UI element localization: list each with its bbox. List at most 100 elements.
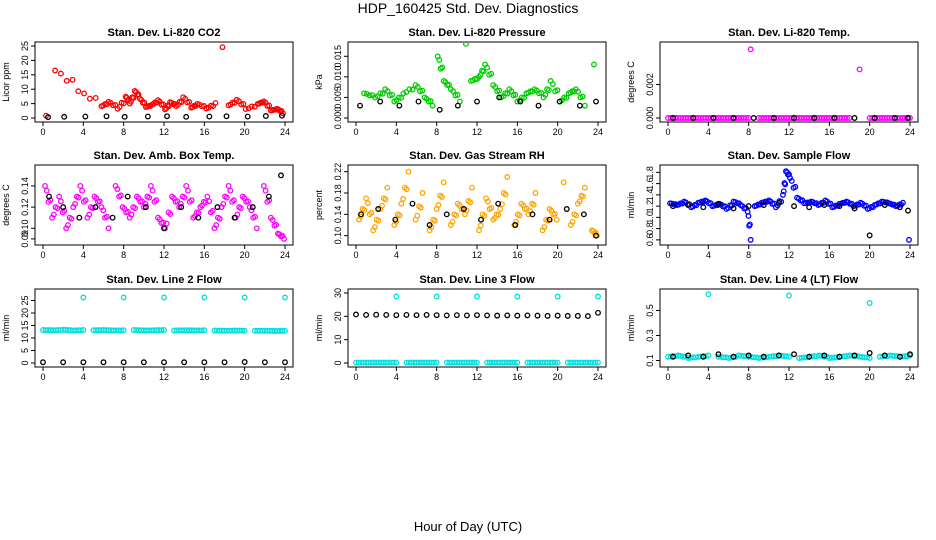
data-point — [109, 214, 116, 221]
data-point — [484, 312, 491, 319]
data-point — [124, 193, 131, 200]
data-point — [733, 353, 740, 360]
y-tick-label: 0.000 — [333, 107, 343, 130]
data-point — [141, 99, 148, 106]
data-point — [881, 352, 888, 359]
x-tick-label: 0 — [40, 372, 45, 382]
data-point — [448, 359, 455, 366]
data-point — [730, 353, 737, 360]
data-point — [89, 205, 96, 212]
data-point — [685, 352, 692, 359]
x-tick-label: 4 — [394, 372, 399, 382]
data-point — [56, 193, 63, 200]
data-point — [509, 359, 516, 366]
data-point — [450, 88, 457, 95]
data-point — [261, 359, 268, 366]
data-point — [103, 113, 110, 120]
data-point — [244, 113, 251, 120]
data-point — [535, 102, 542, 109]
data-point — [780, 191, 786, 198]
data-point — [230, 197, 237, 204]
data-point — [279, 112, 285, 119]
data-point — [864, 354, 871, 361]
data-point — [581, 102, 588, 109]
data-point — [670, 115, 676, 121]
data-point — [545, 87, 552, 93]
data-point — [80, 359, 87, 366]
y-tick-label: 0.22 — [333, 163, 343, 181]
data-point — [368, 359, 375, 366]
data-point — [403, 89, 410, 96]
data-point — [791, 351, 797, 358]
data-point — [670, 203, 676, 210]
data-point — [266, 197, 273, 204]
data-point — [195, 214, 202, 221]
data-series — [670, 350, 913, 360]
data-point — [730, 115, 737, 121]
data-point — [881, 202, 888, 208]
data-point — [156, 327, 162, 334]
data-point — [75, 194, 82, 201]
data-point — [178, 204, 185, 211]
data-point — [836, 203, 843, 210]
data-point — [248, 103, 255, 110]
y-tick-label: 0.000 — [645, 107, 655, 130]
y-axis-label: ml/min — [626, 315, 636, 342]
data-point — [413, 312, 420, 319]
chart-panel: Stan. Dev. Line 2 Flow ml/min 0 4 8 12 16 20 24 0… — [1, 274, 294, 382]
data-series — [45, 112, 285, 121]
data-point — [75, 327, 82, 334]
y-tick-label: 0.14 — [333, 206, 343, 224]
data-point — [77, 182, 84, 189]
data-point — [478, 216, 484, 223]
panel-title: Stan. Dev. Gas Stream RH — [409, 150, 545, 162]
data-point — [383, 311, 390, 318]
data-point — [564, 312, 571, 319]
data-point — [480, 68, 487, 75]
y-tick-label: 0.3 — [645, 329, 655, 342]
data-point — [373, 311, 380, 318]
data-point — [576, 102, 583, 109]
data-point — [265, 193, 272, 200]
x-tick-label: 16 — [824, 127, 834, 137]
data-point — [206, 198, 213, 205]
x-tick-label: 4 — [81, 127, 86, 137]
data-point — [440, 179, 447, 186]
data-point — [495, 200, 502, 207]
y-tick-label: 10 — [20, 84, 30, 94]
y-tick-label: 0.10 — [333, 227, 343, 245]
data-point — [186, 327, 193, 334]
data-point — [198, 327, 205, 334]
data-point — [417, 204, 424, 211]
y-tick-label: 25 — [20, 41, 30, 51]
x-tick-label: 8 — [434, 127, 439, 137]
data-point — [393, 293, 400, 300]
x-tick-label: 8 — [121, 250, 126, 260]
data-point — [86, 95, 93, 102]
data-point — [788, 178, 795, 184]
data-point — [142, 204, 149, 211]
data-point — [366, 92, 373, 99]
data-point — [760, 202, 767, 208]
x-tick-label: 0 — [665, 127, 670, 137]
data-point — [591, 61, 597, 68]
data-point — [358, 211, 364, 218]
data-point — [476, 227, 482, 234]
data-point — [282, 294, 288, 301]
data-point — [592, 359, 599, 366]
data-point — [792, 183, 799, 190]
data-point — [439, 64, 446, 71]
data-point — [841, 199, 848, 206]
data-point — [181, 359, 188, 366]
data-point — [223, 194, 230, 201]
data-point — [549, 359, 556, 366]
data-point — [690, 354, 697, 361]
data-point — [131, 87, 138, 94]
points-layer — [357, 43, 599, 113]
chart-panel: Stan. Dev. Li-820 CO2 Licor ppm 0 4 8 12 16 20 2… — [1, 27, 294, 137]
data-point — [764, 198, 771, 205]
data-point — [439, 194, 445, 200]
data-point — [806, 204, 813, 211]
data-point — [216, 327, 223, 334]
data-point — [242, 106, 249, 113]
